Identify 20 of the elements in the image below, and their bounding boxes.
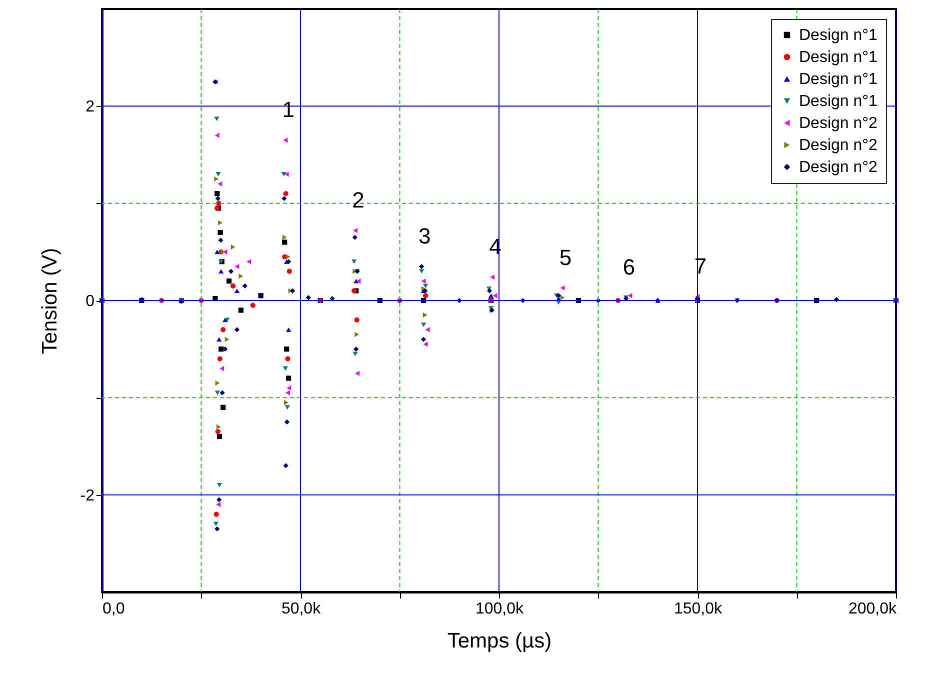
x-tick-label: 150,0k	[674, 600, 724, 618]
x-tick-label: 200,0k	[848, 600, 898, 618]
legend-label: Design n°1	[799, 71, 878, 88]
x-tick-label: 50,0k	[281, 600, 322, 618]
annotation: 5	[559, 244, 572, 270]
y-tick-label: -2	[80, 487, 95, 504]
legend-label: Design n°1	[799, 93, 878, 110]
legend-label: Design n°2	[799, 115, 878, 132]
legend-label: Design n°2	[799, 159, 878, 176]
annotation: 6	[622, 254, 636, 280]
legend-label: Design n°1	[799, 49, 878, 66]
x-tick-label: 0,0	[102, 600, 125, 618]
y-tick-label: 2	[86, 98, 95, 116]
x-tick-label: 100,0k	[475, 600, 525, 618]
y-axis-title: Tension (V)	[38, 248, 62, 354]
annotation: 3	[418, 223, 431, 248]
y-tick-label: 0	[86, 293, 95, 310]
x-axis-title: Temps (µs)	[447, 630, 552, 652]
legend-label: Design n°2	[799, 137, 878, 154]
legend-label: Design n°1	[799, 27, 878, 44]
